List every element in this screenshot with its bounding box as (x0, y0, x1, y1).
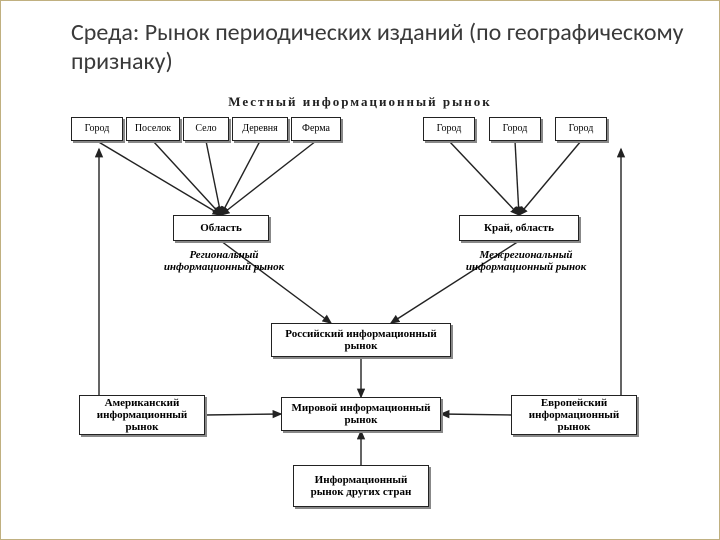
node-ros: Российский информационный рынок (271, 323, 451, 357)
node-oblast: Область (173, 215, 269, 241)
diagram-subtitle: Местный информационный рынок (1, 94, 719, 110)
slide-title: Среда: Рынок периодических изданий (по г… (71, 19, 689, 77)
node-poselok: Поселок (126, 117, 180, 141)
node-amer: Американский информационный рынок (79, 395, 205, 435)
flowchart-container: ГородПоселокСелоДеревняФермаГородГородГо… (71, 109, 651, 514)
node-gorod2: Город (423, 117, 475, 141)
node-mir: Мировой информационный рынок (281, 397, 441, 431)
label-reg: Региональный информационный рынок (159, 249, 289, 273)
node-euro: Европейский информационный рынок (511, 395, 637, 435)
node-gorod3: Город (489, 117, 541, 141)
node-ferma: Ферма (291, 117, 341, 141)
node-krai: Край, область (459, 215, 579, 241)
node-selo: Село (183, 117, 229, 141)
node-gorod4: Город (555, 117, 607, 141)
flowchart-edges (71, 109, 651, 514)
label-mreg: Межрегиональный информационный рынок (451, 249, 601, 273)
node-other: Информационный рынок других стран (293, 465, 429, 507)
node-gorod1: Город (71, 117, 123, 141)
node-derevnya: Деревня (232, 117, 288, 141)
